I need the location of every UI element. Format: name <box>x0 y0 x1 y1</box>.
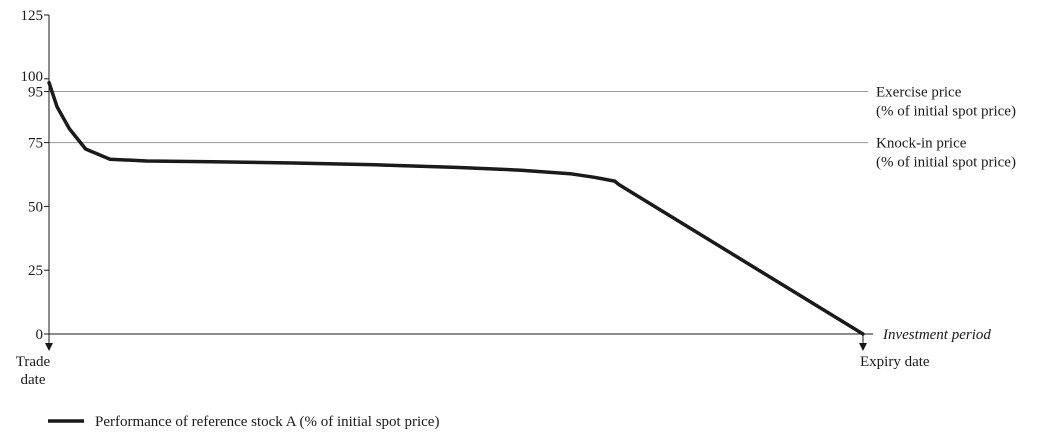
reference-line-label: Knock-in price <box>876 136 967 152</box>
y-tick-label: 50 <box>28 199 43 215</box>
series-line <box>47 80 865 336</box>
down-arrow-icon <box>45 343 53 351</box>
reference-line-label: (% of initial spot price) <box>876 155 1016 171</box>
legend-label: Performance of reference stock A (% of i… <box>95 414 439 430</box>
y-tick-label: 75 <box>28 136 43 152</box>
x-tick-label: date <box>21 372 46 388</box>
y-tick-label: 25 <box>28 263 43 279</box>
x-axis-label: Investment period <box>882 327 991 343</box>
reference-line-label: Exercise price <box>876 85 962 101</box>
y-tick-label: 100 <box>21 69 44 85</box>
x-tick-label: Trade <box>16 354 51 370</box>
y-tick-label: 125 <box>21 8 44 24</box>
reference-line-label: (% of initial spot price) <box>876 104 1016 120</box>
x-tick-label: Expiry date <box>860 354 930 370</box>
down-arrow-icon <box>859 343 867 351</box>
y-tick-label: 0 <box>36 327 44 343</box>
y-tick-label: 95 <box>28 85 43 101</box>
